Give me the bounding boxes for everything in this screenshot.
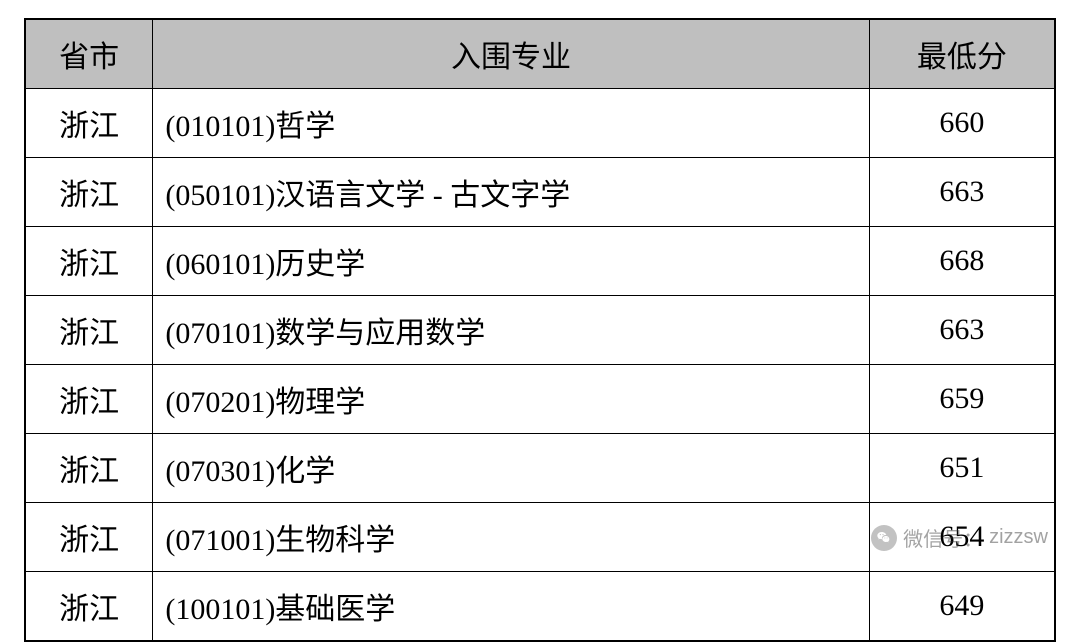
cell-major: (010101)哲学	[153, 89, 869, 158]
cell-score: 668	[869, 227, 1055, 296]
cell-major: (050101)汉语言文学 - 古文字学	[153, 158, 869, 227]
cell-province: 浙江	[25, 434, 153, 503]
cell-province: 浙江	[25, 296, 153, 365]
cell-score: 663	[869, 158, 1055, 227]
watermark-prefix: 微信号：	[903, 523, 983, 552]
table-row: 浙江 (060101)历史学 668	[25, 227, 1055, 296]
table-row: 浙江 (070301)化学 651	[25, 434, 1055, 503]
wechat-icon	[871, 525, 897, 551]
cell-province: 浙江	[25, 365, 153, 434]
cell-score: 663	[869, 296, 1055, 365]
header-major: 入围专业	[153, 19, 869, 89]
table-header-row: 省市 入围专业 最低分	[25, 19, 1055, 89]
cell-province: 浙江	[25, 503, 153, 572]
cell-major: (070201)物理学	[153, 365, 869, 434]
table-row: 浙江 (010101)哲学 660	[25, 89, 1055, 158]
cell-score: 651	[869, 434, 1055, 503]
table-row: 浙江 (070201)物理学 659	[25, 365, 1055, 434]
cell-province: 浙江	[25, 227, 153, 296]
table-row: 浙江 (070101)数学与应用数学 663	[25, 296, 1055, 365]
cell-province: 浙江	[25, 158, 153, 227]
header-province: 省市	[25, 19, 153, 89]
cell-major: (070101)数学与应用数学	[153, 296, 869, 365]
cell-major: (060101)历史学	[153, 227, 869, 296]
header-score: 最低分	[869, 19, 1055, 89]
cell-score: 660	[869, 89, 1055, 158]
cell-province: 浙江	[25, 89, 153, 158]
table-row: 浙江 (050101)汉语言文学 - 古文字学 663	[25, 158, 1055, 227]
cell-major: (070301)化学	[153, 434, 869, 503]
cell-major: (071001)生物科学	[153, 503, 869, 572]
cell-score: 659	[869, 365, 1055, 434]
watermark-id: zizzsw	[989, 526, 1048, 549]
table-body: 浙江 (010101)哲学 660 浙江 (050101)汉语言文学 - 古文字…	[25, 89, 1055, 642]
watermark: 微信号： zizzsw	[871, 523, 1048, 552]
